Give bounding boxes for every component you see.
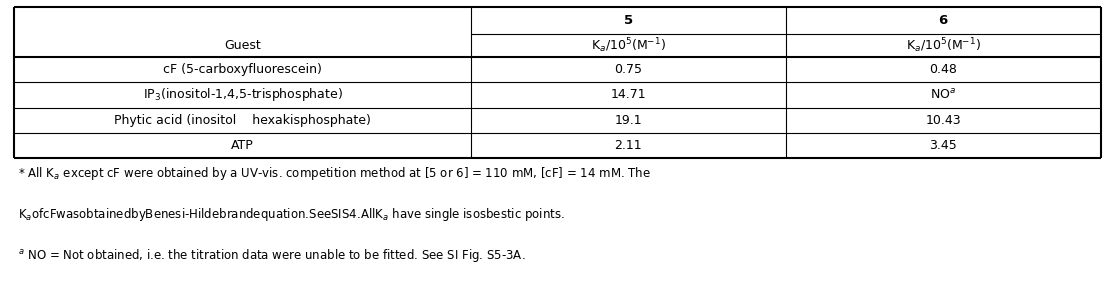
Text: 2.11: 2.11 — [614, 139, 642, 152]
Text: IP$_3$(inositol-1,4,5-trisphosphate): IP$_3$(inositol-1,4,5-trisphosphate) — [143, 86, 342, 103]
Text: 10.43: 10.43 — [925, 114, 961, 127]
Text: 19.1: 19.1 — [614, 114, 642, 127]
Text: Guest: Guest — [224, 39, 261, 52]
Text: K$_a$/10$^5$(M$^{-1}$): K$_a$/10$^5$(M$^{-1}$) — [591, 36, 666, 55]
Text: * All K$_a$ except cF were obtained by a UV-vis. competition method at [5 or 6] : * All K$_a$ except cF were obtained by a… — [18, 165, 651, 182]
Text: K$_a$ofcFwasobtainedbyBenesi-Hildebrandequation.SeeSIS4.AllK$_a$ have single iso: K$_a$ofcFwasobtainedbyBenesi-Hildebrande… — [18, 206, 564, 223]
Text: K$_a$/10$^5$(M$^{-1}$): K$_a$/10$^5$(M$^{-1}$) — [905, 36, 980, 55]
Text: 6: 6 — [939, 14, 948, 27]
Text: $^a$ NO = Not obtained, i.e. the titration data were unable to be fitted. See SI: $^a$ NO = Not obtained, i.e. the titrati… — [18, 247, 525, 264]
Text: 0.75: 0.75 — [614, 63, 642, 76]
Text: Phytic acid (inositol    hexakisphosphate): Phytic acid (inositol hexakisphosphate) — [114, 114, 371, 127]
Text: ATP: ATP — [231, 139, 254, 152]
Text: 3.45: 3.45 — [929, 139, 957, 152]
Text: 5: 5 — [623, 14, 632, 27]
Text: 14.71: 14.71 — [610, 88, 646, 101]
Text: cF (5-carboxyfluorescein): cF (5-carboxyfluorescein) — [163, 63, 322, 76]
Text: 0.48: 0.48 — [929, 63, 957, 76]
Text: NO$^a$: NO$^a$ — [930, 88, 956, 102]
